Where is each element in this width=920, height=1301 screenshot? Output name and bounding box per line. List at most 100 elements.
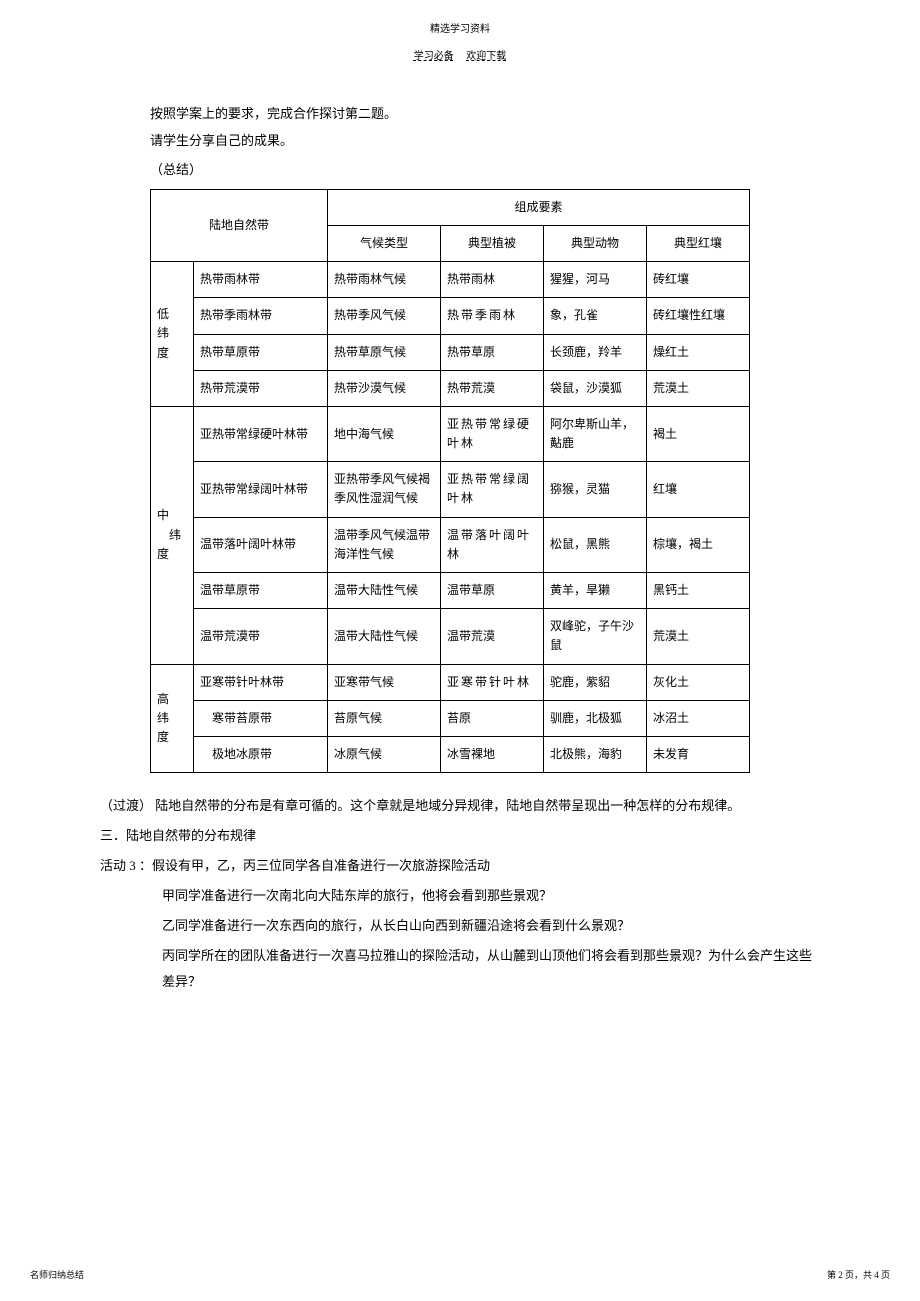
cell: 极地冰原带 <box>194 736 328 772</box>
cell: 热带草原 <box>441 334 544 370</box>
cell: 褐土 <box>647 406 750 461</box>
table-header-row-1: 陆地自然带 组成要素 <box>151 189 750 225</box>
cell: 热带雨林 <box>441 262 544 298</box>
table-row: 温带荒漠带 温带大陆性气候 温带荒漠 双峰驼，子午沙鼠 荒漠土 <box>151 609 750 664</box>
cell: 未发育 <box>647 736 750 772</box>
cell: 温带大陆性气候 <box>328 573 441 609</box>
activity-3-a: 甲同学准备进行一次南北向大陆东岸的旅行，他将会看到那些景观？ <box>162 883 820 909</box>
table-row: 热带荒漠带 热带沙漠气候 热带荒漠 袋鼠，沙漠狐 荒漠土 <box>151 370 750 406</box>
cell: 亚热带常绿硬叶林 <box>441 406 544 461</box>
footer-right: 第 2 页，共 4 页 <box>827 1268 890 1281</box>
cell: 热带雨林气候 <box>328 262 441 298</box>
cell: 砖红壤性红壤 <box>647 298 750 334</box>
cell: 热带季雨林 <box>441 298 544 334</box>
cell: 象，孔雀 <box>544 298 647 334</box>
intro-line-2: 请学生分享自己的成果。 <box>150 129 820 152</box>
cell: 驼鹿，紫貂 <box>544 664 647 700</box>
intro-line-1: 按照学案上的要求，完成合作探讨第二题。 <box>150 102 820 125</box>
cell: 亚热带季风气候褐季风性湿润气候 <box>328 462 441 517</box>
cell: 亚寒带气候 <box>328 664 441 700</box>
natural-zone-table: 陆地自然带 组成要素 气候类型 典型植被 典型动物 典型红壤 低纬度 热带雨林带… <box>150 189 750 773</box>
cell: 冰沼土 <box>647 700 750 736</box>
intro-line-3: （总结） <box>150 157 820 183</box>
cell: 温带落叶阔叶林带 <box>194 517 328 572</box>
cell: 亚寒带针叶林带 <box>194 664 328 700</box>
th-vegetation: 典型植被 <box>441 225 544 261</box>
cell: 阿尔卑斯山羊，黇鹿 <box>544 406 647 461</box>
cell: 亚寒带针叶林 <box>441 664 544 700</box>
cell: 温带草原 <box>441 573 544 609</box>
page-top-header: 精选学习资料 <box>100 20 820 35</box>
cell: 热带季雨林带 <box>194 298 328 334</box>
activity-3-c: 丙同学所在的团队准备进行一次喜马拉雅山的探险活动，从山麓到山顶他们将会看到那些景… <box>162 943 820 995</box>
footer-left: 名师归纳总结 <box>30 1268 84 1281</box>
table-row: 极地冰原带 冰原气候 冰雪裸地 北极熊，海豹 未发育 <box>151 736 750 772</box>
cell: 亚热带常绿阔叶林带 <box>194 462 328 517</box>
cell: 热带草原气候 <box>328 334 441 370</box>
table-row: 热带季雨林带 热带季风气候 热带季雨林 象，孔雀 砖红壤性红壤 <box>151 298 750 334</box>
table-row: 热带草原带 热带草原气候 热带草原 长颈鹿，羚羊 燥红土 <box>151 334 750 370</box>
activity-3-b: 乙同学准备进行一次东西向的旅行，从长白山向西到新疆沿途将会看到什么景观？ <box>162 913 820 939</box>
table-row: 温带草原带 温带大陆性气候 温带草原 黄羊，旱獭 黑钙土 <box>151 573 750 609</box>
sub-header-right: 欢迎下载 <box>466 51 506 62</box>
th-soil: 典型红壤 <box>647 225 750 261</box>
th-climate: 气候类型 <box>328 225 441 261</box>
cell: 热带雨林带 <box>194 262 328 298</box>
cell: 猕猴，灵猫 <box>544 462 647 517</box>
table-row: 温带落叶阔叶林带 温带季风气候温带海洋性气候 温带落叶阔叶林 松鼠，黑熊 棕壤，… <box>151 517 750 572</box>
intro-block: 按照学案上的要求，完成合作探讨第二题。 请学生分享自己的成果。 <box>150 102 820 153</box>
cell: 温带季风气候温带海洋性气候 <box>328 517 441 572</box>
table-row: 低纬度 热带雨林带 热带雨林气候 热带雨林 猩猩，河马 砖红壤 <box>151 262 750 298</box>
cell: 温带大陆性气候 <box>328 609 441 664</box>
th-elements: 组成要素 <box>328 189 750 225</box>
cell: 苔原 <box>441 700 544 736</box>
document-page: 精选学习资料 学习必备 欢迎下载 按照学案上的要求，完成合作探讨第二题。 请学生… <box>0 0 920 1301</box>
cell: 温带荒漠 <box>441 609 544 664</box>
cell: 黑钙土 <box>647 573 750 609</box>
cell: 热带沙漠气候 <box>328 370 441 406</box>
section-3-title: 三．陆地自然带的分布规律 <box>100 823 820 849</box>
th-animal: 典型动物 <box>544 225 647 261</box>
activity-3-body: 甲同学准备进行一次南北向大陆东岸的旅行，他将会看到那些景观？ 乙同学准备进行一次… <box>100 883 820 995</box>
cell: 温带荒漠带 <box>194 609 328 664</box>
cell: 猩猩，河马 <box>544 262 647 298</box>
table-row: 亚热带常绿阔叶林带 亚热带季风气候褐季风性湿润气候 亚热带常绿阔叶林 猕猴，灵猫… <box>151 462 750 517</box>
cell: 荒漠土 <box>647 609 750 664</box>
cell: 双峰驼，子午沙鼠 <box>544 609 647 664</box>
table-row: 中 纬度 亚热带常绿硬叶林带 地中海气候 亚热带常绿硬叶林 阿尔卑斯山羊，黇鹿 … <box>151 406 750 461</box>
group-mid-lat: 中 纬度 <box>151 406 194 664</box>
activity-3-head: 活动 3 ：假设有甲，乙，丙三位同学各自准备进行一次旅游探险活动 <box>100 853 820 879</box>
cell: 亚热带常绿阔叶林 <box>441 462 544 517</box>
cell: 荒漠土 <box>647 370 750 406</box>
cell: 棕壤，褐土 <box>647 517 750 572</box>
cell: 地中海气候 <box>328 406 441 461</box>
cell: 红壤 <box>647 462 750 517</box>
cell: 热带荒漠 <box>441 370 544 406</box>
cell: 袋鼠，沙漠狐 <box>544 370 647 406</box>
cell: 长颈鹿，羚羊 <box>544 334 647 370</box>
table-row: 高纬度 亚寒带针叶林带 亚寒带气候 亚寒带针叶林 驼鹿，紫貂 灰化土 <box>151 664 750 700</box>
cell: 冰原气候 <box>328 736 441 772</box>
group-high-lat: 高纬度 <box>151 664 194 773</box>
cell: 温带草原带 <box>194 573 328 609</box>
transition-text: （过渡） 陆地自然带的分布是有章可循的。这个章就是地域分异规律，陆地自然带呈现出… <box>100 793 820 819</box>
cell: 寒带苔原带 <box>194 700 328 736</box>
cell: 热带荒漠带 <box>194 370 328 406</box>
cell: 冰雪裸地 <box>441 736 544 772</box>
cell: 燥红土 <box>647 334 750 370</box>
cell: 驯鹿，北极狐 <box>544 700 647 736</box>
cell: 亚热带常绿硬叶林带 <box>194 406 328 461</box>
th-zone: 陆地自然带 <box>151 189 328 261</box>
cell: 苔原气候 <box>328 700 441 736</box>
cell: 热带草原带 <box>194 334 328 370</box>
sub-header-left: 学习必备 <box>414 51 454 62</box>
cell: 北极熊，海豹 <box>544 736 647 772</box>
cell: 松鼠，黑熊 <box>544 517 647 572</box>
cell: 温带落叶阔叶林 <box>441 517 544 572</box>
page-sub-header: 学习必备 欢迎下载 <box>100 47 820 62</box>
cell: 热带季风气候 <box>328 298 441 334</box>
table-row: 寒带苔原带 苔原气候 苔原 驯鹿，北极狐 冰沼土 <box>151 700 750 736</box>
cell: 黄羊，旱獭 <box>544 573 647 609</box>
cell: 砖红壤 <box>647 262 750 298</box>
cell: 灰化土 <box>647 664 750 700</box>
